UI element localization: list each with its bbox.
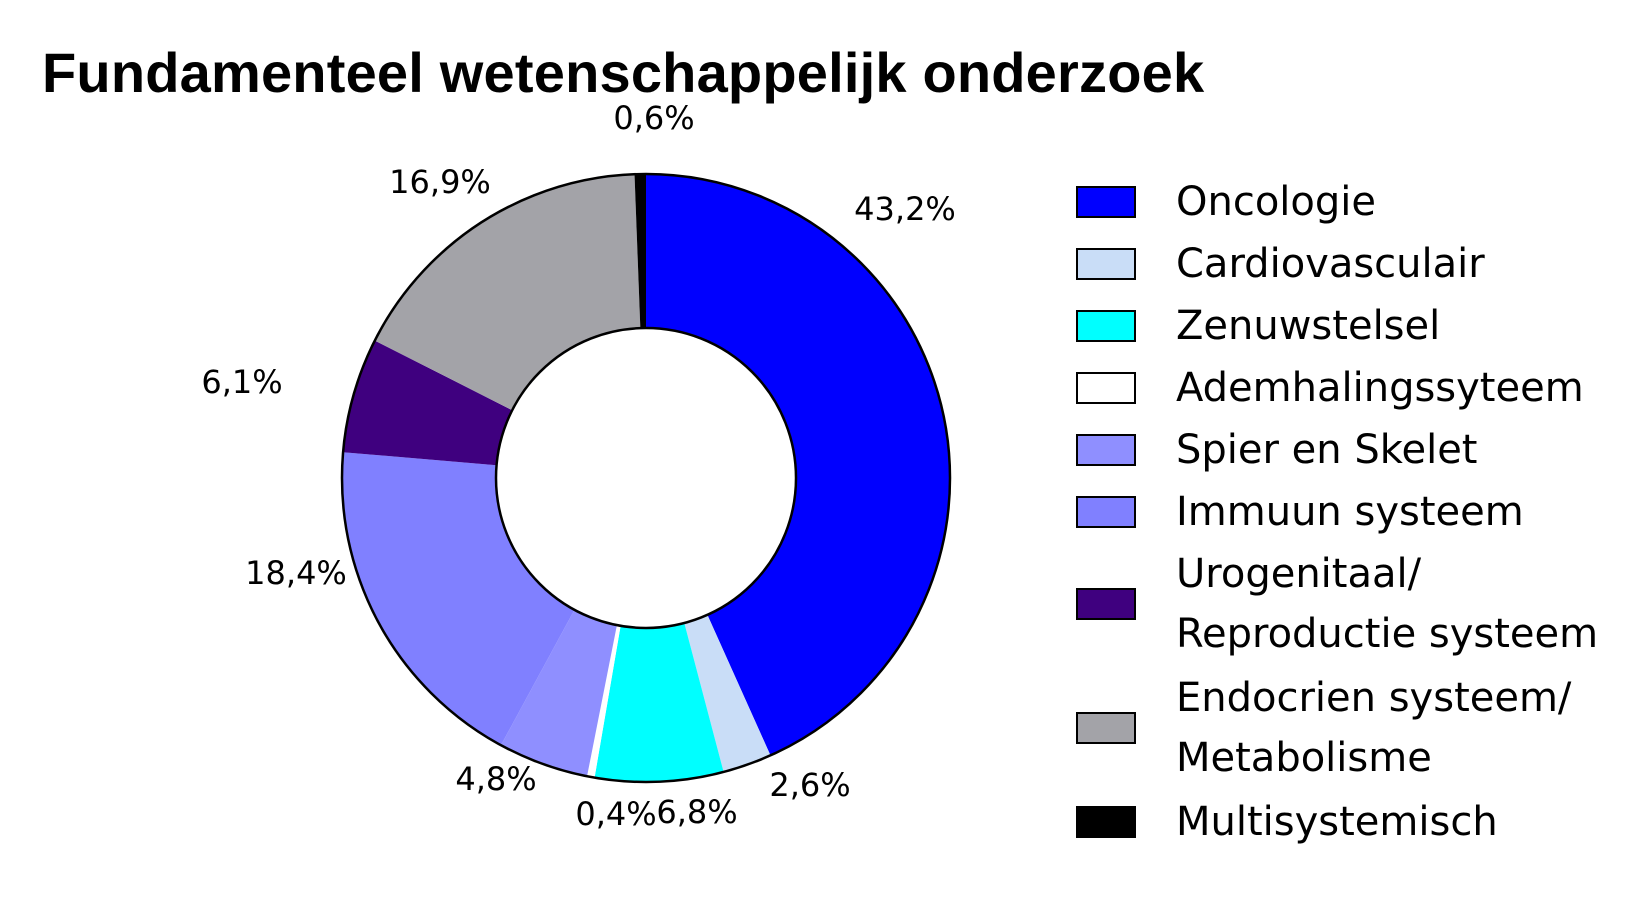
slice-oncologie bbox=[646, 174, 951, 756]
legend-label: Endocrien systeem/Metabolisme bbox=[1176, 668, 1571, 788]
legend-item: Multisystemisch bbox=[1076, 792, 1498, 852]
slice-label-group: 43,2% 2,6% 6,8%0,4% 4,8% 18,4% 6,1% 16,9% 0,6% bbox=[201, 99, 955, 833]
legend-label-line: Ademhalingssyteem bbox=[1176, 365, 1584, 411]
data-label: 0,6% bbox=[613, 99, 694, 137]
legend-item: Endocrien systeem/Metabolisme bbox=[1076, 668, 1571, 788]
legend-item: Urogenitaal/Reproductie systeem bbox=[1076, 544, 1598, 664]
data-label: 43,2% bbox=[854, 190, 956, 228]
legend-label-line: Multisystemisch bbox=[1176, 799, 1498, 845]
legend-label-line: Cardiovasculair bbox=[1176, 241, 1485, 287]
legend-item: Immuun systeem bbox=[1076, 482, 1524, 542]
legend-swatch bbox=[1076, 806, 1136, 838]
legend-label: Zenuwstelsel bbox=[1176, 296, 1440, 356]
slice-ademhalingssyteem bbox=[587, 625, 621, 778]
legend-label-line: Endocrien systeem/ bbox=[1176, 675, 1572, 721]
slice-endocrien-systeem-metabolisme bbox=[374, 174, 641, 411]
data-label: 16,9% bbox=[389, 163, 491, 201]
legend-label-line: Oncologie bbox=[1176, 179, 1376, 225]
legend-label-line: Reproductie systeem bbox=[1176, 611, 1599, 657]
legend-label-line: Zenuwstelsel bbox=[1176, 303, 1441, 349]
legend-label: Immuun systeem bbox=[1176, 482, 1524, 542]
data-label: 2,6% bbox=[769, 766, 850, 804]
legend-item: Ademhalingssyteem bbox=[1076, 358, 1584, 418]
outer-ring-outline bbox=[340, 172, 952, 784]
legend-swatch bbox=[1076, 588, 1136, 620]
slice-cardiovasculair bbox=[684, 614, 771, 772]
legend-label: Spier en Skelet bbox=[1176, 420, 1477, 480]
legend-label: Multisystemisch bbox=[1176, 792, 1498, 852]
slice-spier-en-skelet bbox=[500, 609, 617, 777]
slice-immuun-systeem bbox=[342, 452, 575, 746]
data-label: 18,4% bbox=[245, 554, 347, 592]
legend-item: Zenuwstelsel bbox=[1076, 296, 1440, 356]
legend-swatch bbox=[1076, 712, 1136, 744]
slice-zenuwstelsel bbox=[594, 623, 724, 782]
legend-label: Cardiovasculair bbox=[1176, 234, 1485, 294]
legend-swatch bbox=[1076, 496, 1136, 528]
legend-label: Ademhalingssyteem bbox=[1176, 358, 1584, 418]
legend-swatch bbox=[1076, 372, 1136, 404]
donut-hole bbox=[494, 326, 798, 630]
slice-multisystemisch bbox=[634, 174, 646, 329]
slice-group bbox=[340, 172, 952, 784]
data-label: 4,8% bbox=[455, 760, 536, 798]
legend-label-line: Spier en Skelet bbox=[1176, 427, 1478, 473]
legend-swatch bbox=[1076, 310, 1136, 342]
chart-title: Fundamenteel wetenschappelijk onderzoek bbox=[42, 41, 1205, 104]
legend-swatch bbox=[1076, 186, 1136, 218]
legend-label-line: Urogenitaal/ bbox=[1176, 551, 1422, 597]
legend-label-line: Metabolisme bbox=[1176, 735, 1432, 781]
legend-swatch bbox=[1076, 248, 1136, 280]
legend-label: Oncologie bbox=[1176, 172, 1376, 232]
legend-item: Oncologie bbox=[1076, 172, 1376, 232]
legend-swatch bbox=[1076, 434, 1136, 466]
legend-label: Urogenitaal/Reproductie systeem bbox=[1176, 544, 1598, 664]
data-label: 0,4% bbox=[575, 795, 656, 833]
slice-urogenitaal-reproductie-systeem bbox=[343, 340, 513, 466]
legend-label-line: Immuun systeem bbox=[1176, 489, 1524, 535]
data-label: 6,8% bbox=[656, 793, 737, 831]
data-label: 6,1% bbox=[201, 363, 282, 401]
legend-item: Cardiovasculair bbox=[1076, 234, 1485, 294]
legend-item: Spier en Skelet bbox=[1076, 420, 1477, 480]
